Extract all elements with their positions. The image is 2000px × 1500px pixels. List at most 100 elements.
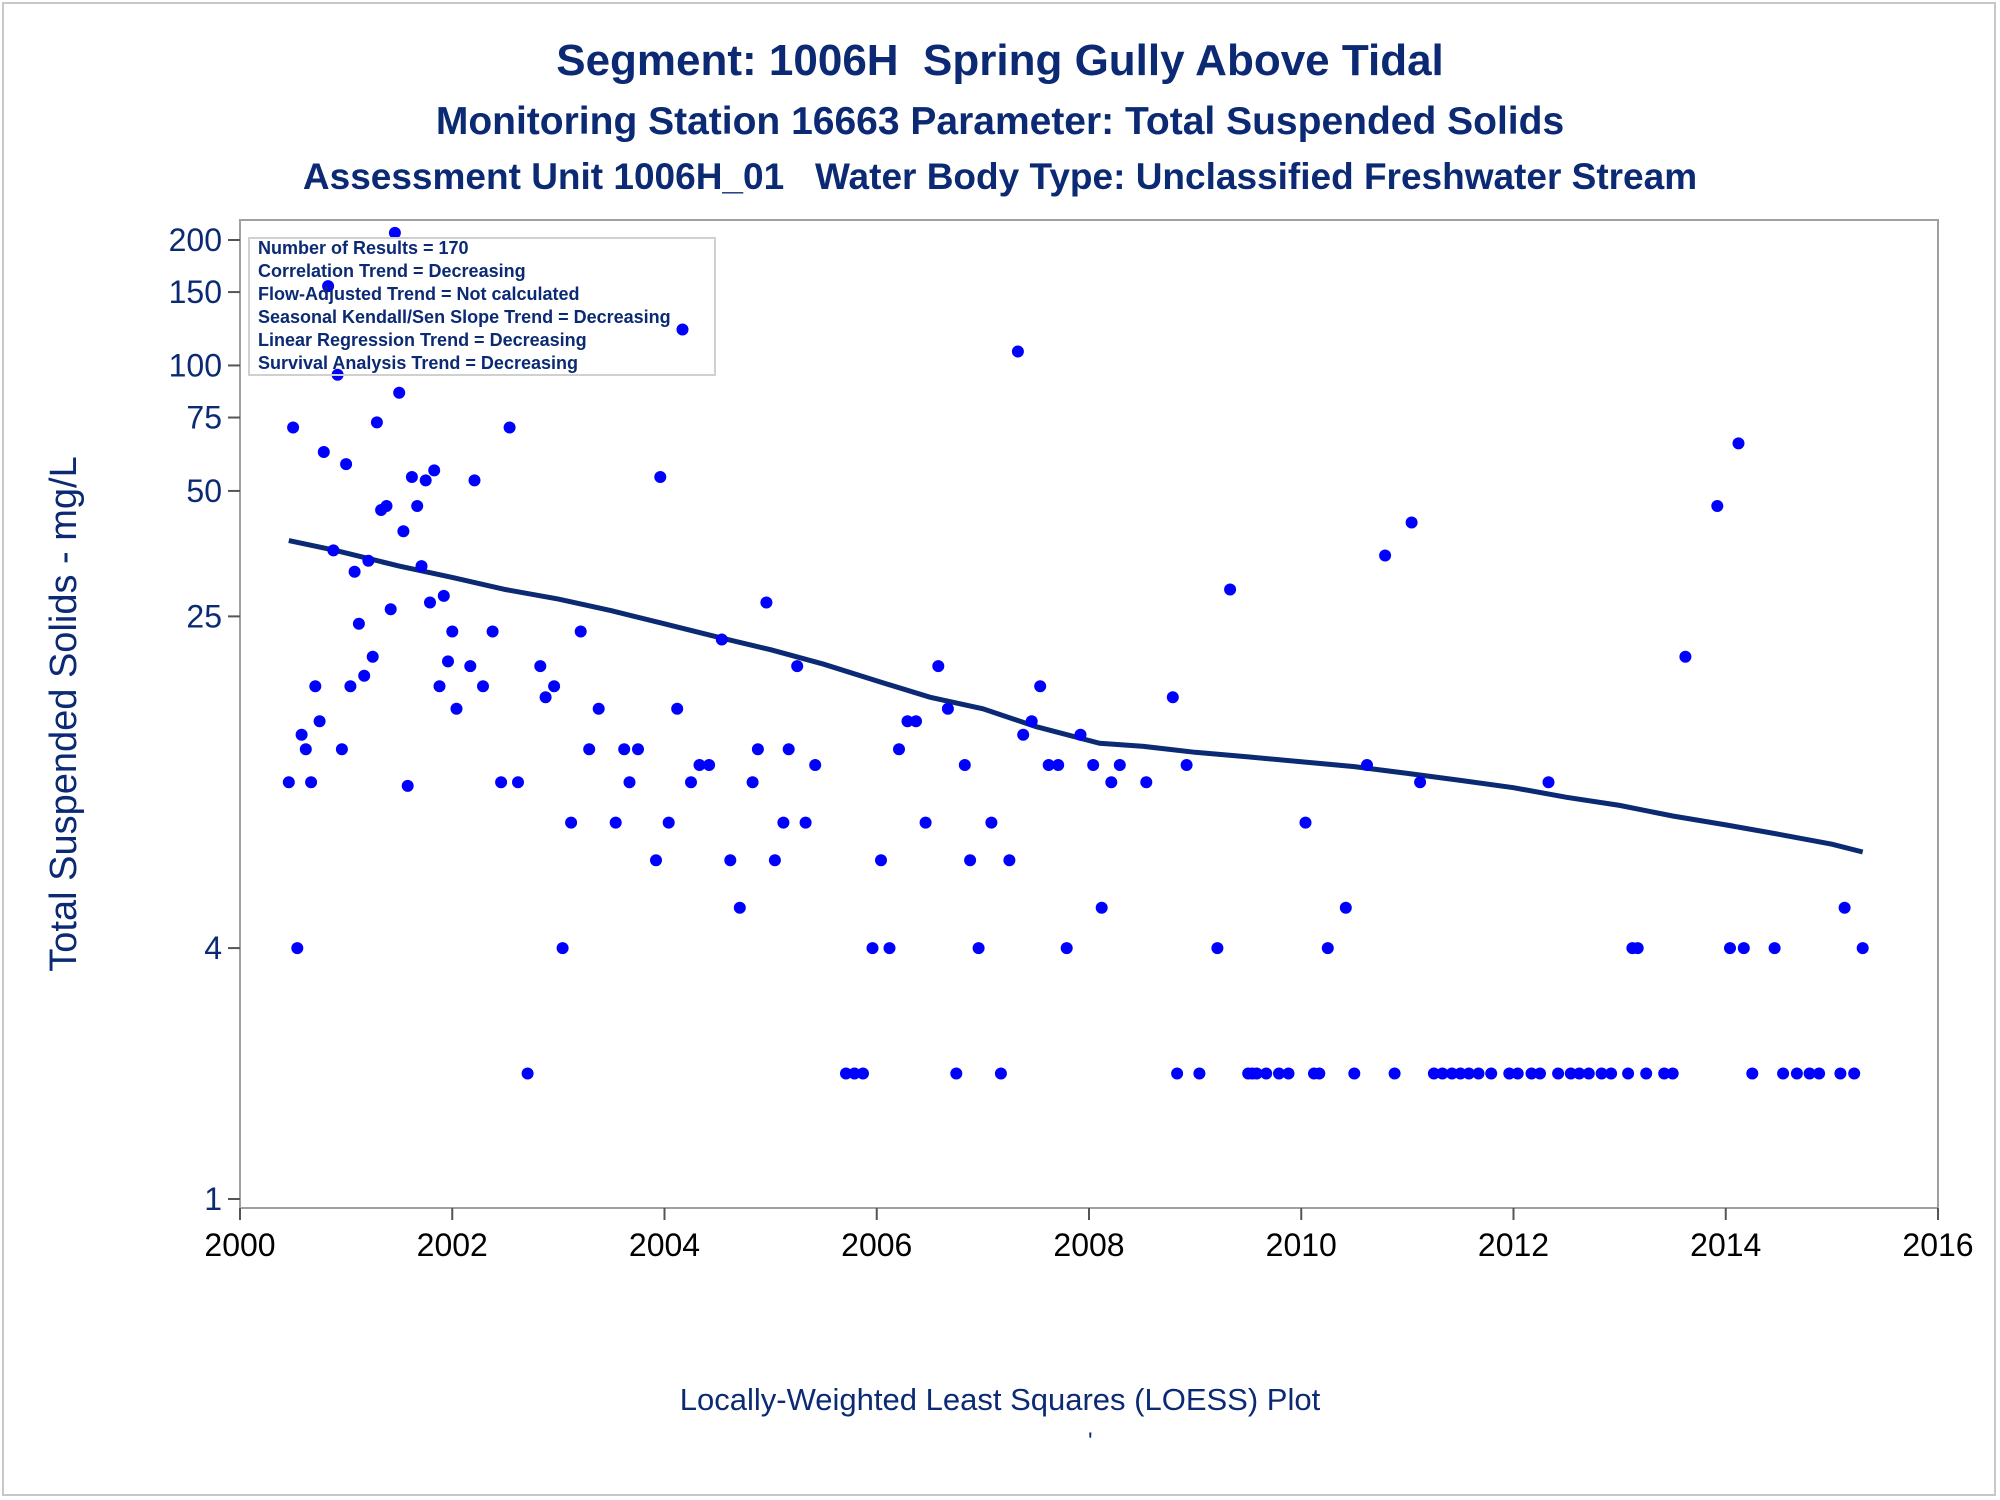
data-point <box>799 816 812 829</box>
data-point <box>1658 1067 1671 1080</box>
data-point <box>358 669 371 682</box>
data-point <box>893 743 905 756</box>
data-point <box>919 816 932 829</box>
data-point <box>340 458 353 471</box>
data-point <box>1790 1067 1803 1080</box>
data-point <box>1777 1067 1790 1080</box>
x-tick-label: 2008 <box>1053 1227 1124 1263</box>
data-point <box>344 680 357 693</box>
data-point <box>1462 1067 1475 1080</box>
x-tick-label: 2010 <box>1266 1227 1337 1263</box>
data-point <box>1193 1067 1206 1080</box>
data-point <box>415 560 428 573</box>
data-point <box>405 471 418 483</box>
data-point <box>1042 759 1055 771</box>
data-point <box>1552 1067 1565 1080</box>
data-point <box>380 500 393 512</box>
data-point <box>370 416 383 429</box>
data-point <box>1436 1067 1449 1080</box>
data-point <box>1113 759 1126 771</box>
x-tick-label: 2006 <box>841 1227 912 1263</box>
data-point <box>1361 759 1373 771</box>
data-point <box>1595 1067 1608 1080</box>
x-tick-label: 2012 <box>1478 1227 1549 1263</box>
y-tick-label: 100 <box>169 347 222 383</box>
data-point <box>486 625 499 638</box>
legend-line: Seasonal Kendall/Sen Slope Trend = Decre… <box>258 307 671 327</box>
data-point <box>632 743 644 756</box>
data-point <box>1605 1067 1618 1080</box>
data-point <box>1166 691 1179 704</box>
y-tick-label: 25 <box>186 598 222 634</box>
data-point <box>388 226 401 239</box>
data-point <box>348 565 361 578</box>
data-point <box>777 816 790 829</box>
data-point <box>1250 1067 1263 1080</box>
data-point <box>565 816 578 829</box>
data-point <box>335 743 348 756</box>
data-point <box>411 500 424 512</box>
data-point <box>1834 1067 1847 1080</box>
data-point <box>733 901 746 914</box>
data-point <box>1260 1067 1273 1080</box>
data-point <box>362 554 375 567</box>
data-point <box>1503 1067 1516 1080</box>
data-point <box>495 776 508 789</box>
data-point <box>791 660 804 673</box>
data-point <box>1813 1067 1826 1080</box>
data-point <box>994 1067 1007 1080</box>
chart-subtitle-2: Assessment Unit 1006H_01 Water Body Type… <box>302 156 1698 197</box>
data-point <box>521 1067 534 1080</box>
data-point <box>1485 1067 1498 1080</box>
data-point <box>512 776 524 789</box>
data-point <box>932 660 945 673</box>
data-point <box>1414 776 1427 789</box>
data-point <box>662 816 675 829</box>
data-point <box>1454 1067 1467 1080</box>
data-point <box>1011 345 1024 358</box>
data-point <box>1768 942 1781 955</box>
data-point <box>419 474 432 487</box>
footnote-mark: ' <box>1088 1428 1093 1455</box>
data-point <box>556 942 569 955</box>
x-tick-label: 2000 <box>204 1227 275 1263</box>
data-point <box>958 759 971 771</box>
data-point <box>295 728 308 741</box>
data-point <box>1095 901 1108 914</box>
data-point <box>583 743 596 756</box>
data-point <box>1025 715 1038 728</box>
data-point <box>1087 759 1100 771</box>
data-point <box>609 816 622 829</box>
data-point <box>703 759 716 771</box>
data-point <box>1746 1067 1759 1080</box>
data-point <box>433 680 446 693</box>
data-point <box>1003 854 1016 867</box>
y-axis-label: Total Suspended Solids - mg/L <box>43 456 85 971</box>
data-point <box>950 1067 963 1080</box>
data-point <box>1427 1067 1440 1080</box>
legend-box <box>248 237 716 376</box>
y-tick-label: 1 <box>204 1181 222 1217</box>
data-point <box>450 702 463 715</box>
loess-line <box>288 538 1864 855</box>
data-point <box>1339 901 1352 914</box>
data-point <box>1052 759 1065 771</box>
data-point <box>654 471 667 483</box>
data-point <box>366 650 379 663</box>
data-point <box>548 680 561 693</box>
data-point <box>751 743 764 756</box>
legend-line: Correlation Trend = Decreasing <box>258 261 526 281</box>
data-point <box>1313 1067 1326 1080</box>
legend-line: Linear Regression Trend = Decreasing <box>258 330 587 350</box>
data-point <box>1140 776 1153 789</box>
data-point <box>299 743 312 756</box>
data-point <box>1542 776 1555 789</box>
data-point <box>848 1067 861 1080</box>
data-point <box>1737 942 1750 955</box>
data-point <box>282 776 295 789</box>
data-point <box>313 715 326 728</box>
data-point <box>305 776 318 789</box>
legend-line: Survival Analysis Trend = Decreasing <box>258 353 578 373</box>
